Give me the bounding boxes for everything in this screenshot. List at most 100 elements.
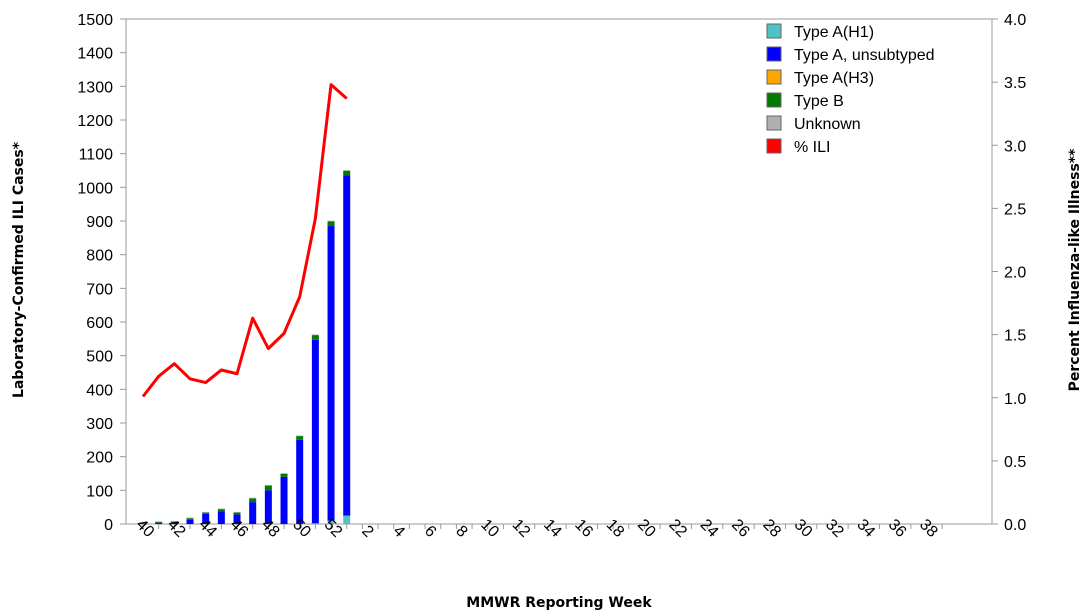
y2-axis-title: Percent Influenza-like Illness**: [1067, 148, 1083, 392]
y-axis-left: 0 100 200 300 400 500 600 700 800 900 1000 1100 1200…: [77, 12, 126, 534]
y-tick-label: 700: [86, 281, 113, 298]
bar-segment: [327, 226, 335, 521]
bar-segment: [327, 520, 335, 524]
x-tick-label: 52: [321, 516, 346, 541]
bar-segment: [139, 522, 147, 524]
x-tick-label: 14: [540, 516, 565, 541]
x-tick-label: 44: [195, 516, 220, 541]
bar-segment: [249, 498, 257, 503]
x-tick-label: 6: [421, 523, 439, 541]
x-tick-label: 20: [634, 516, 659, 541]
y-tick-label: 1500: [77, 12, 113, 29]
y2-tick-label: 1.5: [1004, 328, 1026, 345]
bar-segment: [249, 502, 257, 524]
legend-swatch: [766, 115, 782, 131]
plot-area-frame: [125, 18, 993, 525]
y-tick-label: 900: [86, 214, 113, 231]
bar-segment: [170, 522, 178, 524]
y-tick-label: 1200: [77, 113, 113, 130]
bar-segment: [343, 170, 351, 176]
legend-swatch: [766, 46, 782, 62]
bar-segment: [296, 439, 304, 524]
x-tick-label: 2: [358, 523, 376, 541]
y-tick-label: 1300: [77, 79, 113, 96]
bar-segment: [343, 175, 351, 516]
y-tick-label: 100: [86, 483, 113, 500]
legend-label: Type A, unsubtyped: [794, 47, 935, 64]
y-tick-label: 300: [86, 416, 113, 433]
bar-segment: [202, 512, 210, 514]
y-tick-label: 400: [86, 382, 113, 399]
bar-segment: [280, 473, 288, 477]
x-tick-label: 32: [822, 516, 847, 541]
y-tick-label: 1100: [79, 147, 114, 164]
ili-line: [141, 83, 348, 398]
bar-segment: [280, 473, 288, 474]
bar-segment: [155, 521, 163, 523]
bar-segment: [186, 519, 194, 524]
y2-tick-label: 0.0: [1004, 517, 1026, 534]
bar-segment: [296, 435, 304, 440]
x-tick-label: 10: [477, 516, 502, 541]
bar-segment: [264, 484, 272, 486]
x-tick-label: 16: [571, 516, 596, 541]
bars-layer: [139, 170, 351, 525]
y2-tick-label: 2.0: [1004, 265, 1026, 282]
y-tick-label: 1400: [77, 46, 113, 63]
bar-segment: [311, 523, 319, 525]
x-tick-label: 12: [509, 516, 534, 541]
y-tick-label: 500: [86, 349, 113, 366]
x-tick-label: 30: [791, 516, 816, 541]
x-tick-label: 48: [258, 516, 283, 541]
bar-segment: [311, 334, 319, 340]
x-tick-label: 22: [665, 516, 690, 541]
x-tick-label: 50: [289, 516, 314, 541]
bar-segment: [311, 339, 319, 524]
y2-tick-label: 3.5: [1004, 75, 1026, 92]
x-tick-label: 26: [728, 516, 753, 541]
bar-segment: [343, 515, 351, 524]
bar-segment: [202, 513, 210, 524]
bar-segment: [217, 508, 225, 512]
y-axis-right: 0.0 0.5 1.0 1.5 2.0 2.5 3.0 3.5 4.0: [992, 12, 1026, 534]
legend-label: Unknown: [794, 116, 861, 133]
bar-segment: [186, 517, 194, 519]
bar-segment: [217, 508, 225, 510]
bar-segment: [264, 490, 272, 524]
legend-label: % ILI: [794, 139, 830, 156]
x-tick-label: 42: [164, 516, 189, 541]
bar-segment: [343, 170, 351, 171]
bar-segment: [139, 522, 147, 524]
x-axis-title: MMWR Reporting Week: [466, 595, 652, 611]
y-tick-label: 600: [86, 315, 113, 332]
bar-segment: [311, 334, 319, 336]
y-tick-label: 800: [86, 248, 113, 265]
x-tick-label: 36: [885, 516, 910, 541]
bar-segment: [249, 497, 257, 499]
legend-label: Type B: [794, 93, 844, 110]
legend-swatch: [766, 69, 782, 85]
bar-segment: [155, 522, 163, 524]
x-tick-label: 4: [390, 523, 408, 541]
x-tick-label: 34: [853, 516, 878, 541]
y2-tick-label: 4.0: [1004, 12, 1026, 29]
bar-segment: [170, 520, 178, 522]
bar-segment: [296, 435, 304, 437]
legend-swatch: [766, 138, 782, 154]
bar-segment: [280, 476, 288, 524]
bar-segment: [217, 511, 225, 524]
y-axis-title: Laboratory-Confirmed ILI Cases*: [11, 141, 27, 398]
y2-tick-label: 0.5: [1004, 454, 1026, 471]
y-tick-label: 1000: [77, 180, 113, 197]
legend: Type A(H1) Type A, unsubtyped Type A(H3) Ty…: [766, 23, 935, 156]
legend-label: Type A(H3): [794, 70, 874, 87]
bar-segment: [327, 220, 335, 222]
x-tick-label: 40: [133, 516, 158, 541]
y-tick-label: 0: [104, 517, 113, 534]
bar-segment: [155, 521, 163, 523]
y2-tick-label: 2.5: [1004, 201, 1026, 218]
x-tick-label: 18: [603, 516, 628, 541]
y-tick-label: 200: [86, 450, 113, 467]
ili-line-layer: [141, 83, 348, 398]
